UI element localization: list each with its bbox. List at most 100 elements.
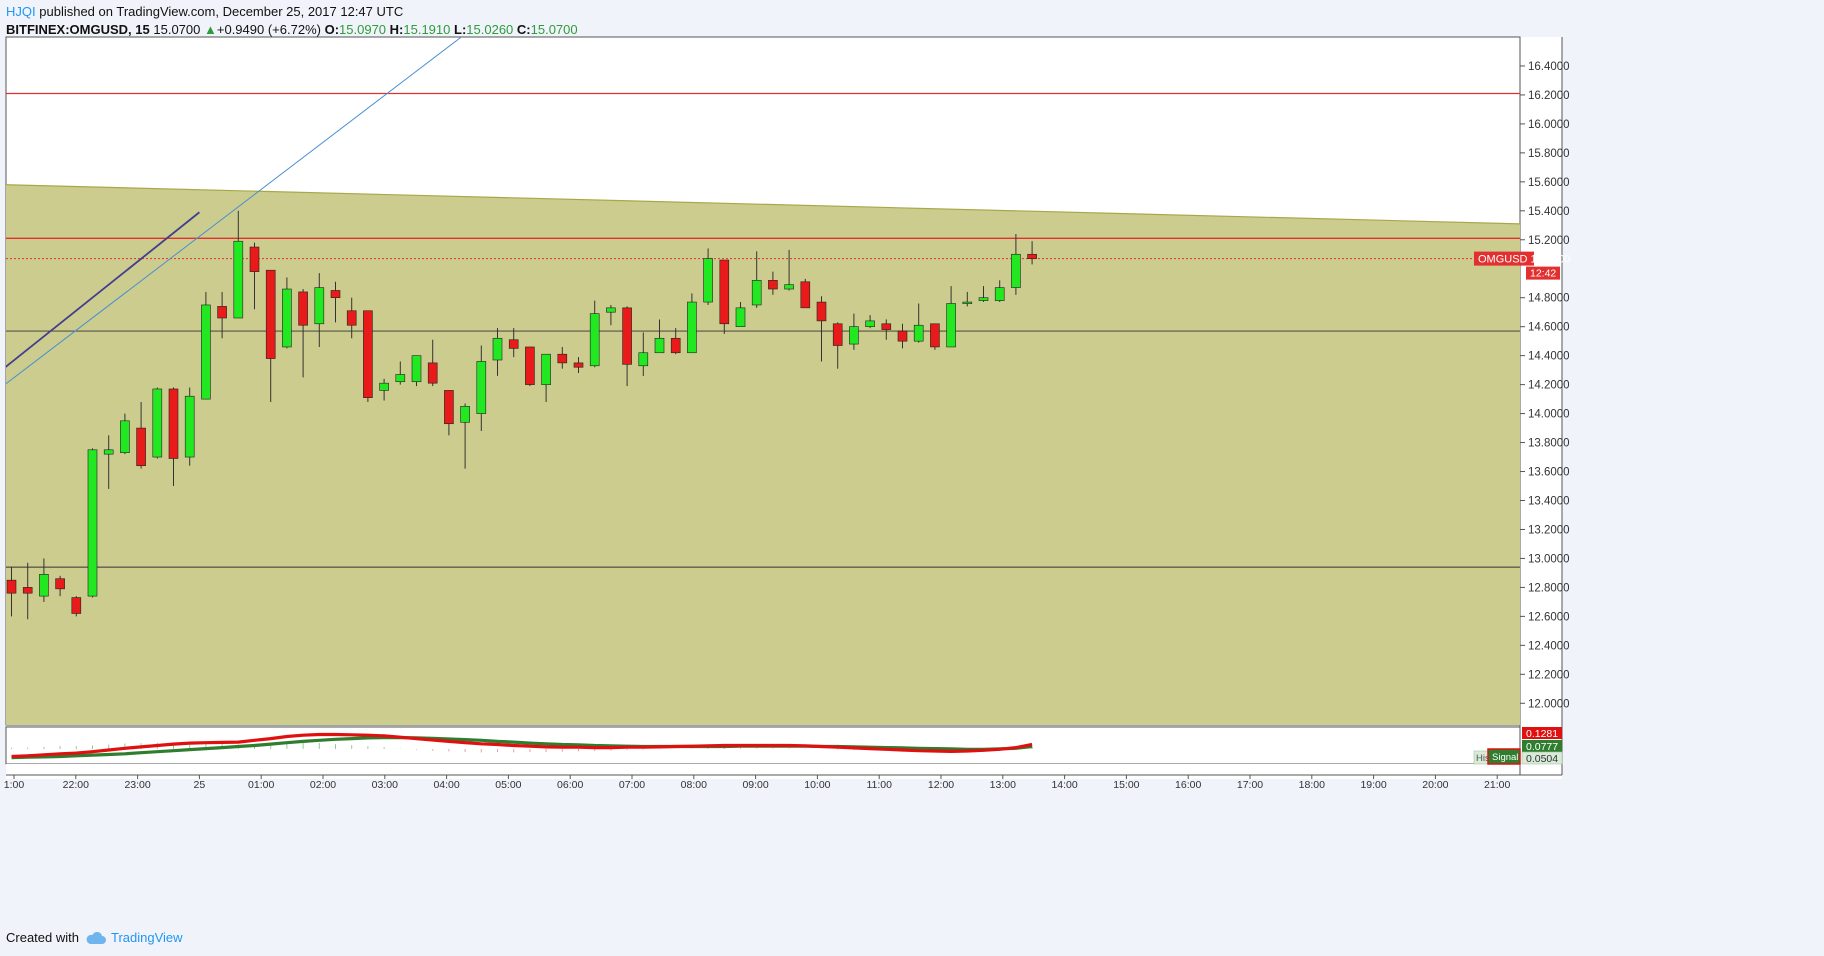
- candle-body-20: [330, 290, 341, 299]
- candle-26: [427, 339, 438, 387]
- x-tick-label-2: 23:00: [124, 779, 150, 791]
- candle-40: [654, 319, 665, 354]
- candle-37: [606, 304, 616, 326]
- symbol-label: BITFINEX:OMGUSD, 15: [6, 22, 150, 37]
- y-tick-label-6: 15.2000: [1528, 235, 1570, 247]
- candle-body-44: [719, 259, 730, 325]
- author-link[interactable]: HJQI: [6, 4, 36, 19]
- candle-body-41: [670, 337, 681, 354]
- histogram-legend-label: His: [1476, 753, 1490, 764]
- candle-56: [913, 303, 924, 343]
- candle-body-14: [233, 240, 244, 319]
- countdown-badge: [1526, 266, 1560, 280]
- candle-13: [217, 291, 227, 339]
- y-tick-label-12: 13.8000: [1528, 438, 1570, 450]
- candle-47: [768, 271, 778, 295]
- y-tick-label-14: 13.4000: [1528, 495, 1570, 507]
- candle-1: [22, 562, 33, 620]
- candle-49: [800, 278, 811, 309]
- candle-body-8: [136, 427, 146, 467]
- macd-value-badge: [1522, 727, 1562, 739]
- candle-body-11: [184, 395, 195, 458]
- candle-23: [379, 378, 389, 401]
- x-tick-label-10: 07:00: [619, 779, 645, 791]
- low-value: 15.0260: [466, 22, 514, 37]
- candle-42: [687, 293, 697, 354]
- y-tick-label-15: 13.2000: [1528, 524, 1570, 536]
- y-tick-label-11: 14.0000: [1528, 409, 1570, 421]
- x-tick-label-11: 08:00: [681, 779, 707, 791]
- candle-60: [978, 286, 989, 303]
- macd-value-label: 0.1281: [1526, 728, 1558, 740]
- candle-body-43: [703, 258, 713, 303]
- close-value: 15.0700: [530, 22, 578, 37]
- candle-body-55: [897, 330, 908, 342]
- y-tick-label-5: 15.4000: [1528, 206, 1570, 218]
- candle-28: [460, 403, 470, 469]
- y-tick-label-1: 16.2000: [1528, 90, 1570, 102]
- candle-body-29: [476, 361, 487, 414]
- x-tick-label-13: 10:00: [804, 779, 830, 791]
- candle-body-50: [816, 301, 827, 322]
- high-label: H:: [389, 22, 404, 37]
- candle-61: [994, 280, 1005, 303]
- signal-value-label: 0.0777: [1526, 741, 1558, 753]
- candle-59: [962, 291, 973, 307]
- ohlc-legend: BITFINEX:OMGUSD, 15 15.0700 ▲+0.9490 (+6…: [6, 22, 578, 37]
- candle-body-27: [444, 390, 454, 425]
- y-tick-label-19: 12.4000: [1528, 640, 1570, 652]
- candle-5: [87, 448, 98, 598]
- candle-body-23: [379, 382, 389, 391]
- y-tick-label-7: 14.8000: [1528, 293, 1570, 305]
- y-tick-label-9: 14.4000: [1528, 351, 1570, 363]
- candle-body-60: [978, 297, 989, 301]
- time-axis-area: [6, 764, 1562, 779]
- candle-body-0: [6, 579, 17, 594]
- price-zone: [6, 184, 1520, 725]
- candle-10: [168, 387, 179, 487]
- candle-body-22: [363, 310, 373, 398]
- candle-50: [816, 296, 827, 362]
- price-axis-area: [1520, 37, 1562, 775]
- candle-6: [103, 435, 114, 489]
- candle-body-16: [265, 269, 276, 359]
- candle-29: [476, 345, 487, 431]
- close-label: C:: [516, 22, 531, 37]
- candle-body-62: [1011, 253, 1021, 288]
- up-arrow-icon: ▲: [204, 22, 217, 37]
- x-tick-label-22: 19:00: [1360, 779, 1386, 791]
- candle-62: [1011, 233, 1021, 295]
- x-tick-label-24: 21:00: [1484, 779, 1510, 791]
- tradingview-link[interactable]: TradingView: [85, 930, 183, 945]
- y-tick-label-21: 12.0000: [1528, 698, 1570, 710]
- y-tick-label-18: 12.6000: [1528, 611, 1570, 623]
- candle-body-19: [314, 287, 325, 325]
- candle-33: [541, 353, 551, 403]
- x-tick-label-15: 12:00: [928, 779, 954, 791]
- candle-body-48: [784, 284, 794, 290]
- candle-body-5: [87, 449, 98, 597]
- candle-body-36: [589, 313, 600, 367]
- candle-body-13: [217, 306, 227, 319]
- candle-body-3: [55, 578, 65, 590]
- candle-body-47: [768, 280, 778, 290]
- candle-body-52: [849, 326, 859, 345]
- candle-body-33: [541, 353, 551, 385]
- x-tick-label-19: 16:00: [1175, 779, 1201, 791]
- candle-body-18: [298, 291, 308, 326]
- x-tick-label-23: 20:00: [1422, 779, 1448, 791]
- candle-43: [703, 248, 713, 305]
- y-tick-label-10: 14.2000: [1528, 380, 1570, 392]
- candle-body-46: [751, 280, 762, 306]
- candle-body-37: [606, 307, 616, 313]
- trend-line-1: [6, 211, 200, 368]
- candle-body-4: [71, 597, 82, 614]
- candle-14: [233, 210, 244, 319]
- candle-body-30: [492, 337, 503, 361]
- candle-53: [865, 315, 875, 329]
- candle-body-56: [913, 324, 924, 342]
- x-tick-label-8: 05:00: [495, 779, 521, 791]
- candle-39: [638, 332, 649, 376]
- candle-body-40: [654, 337, 665, 354]
